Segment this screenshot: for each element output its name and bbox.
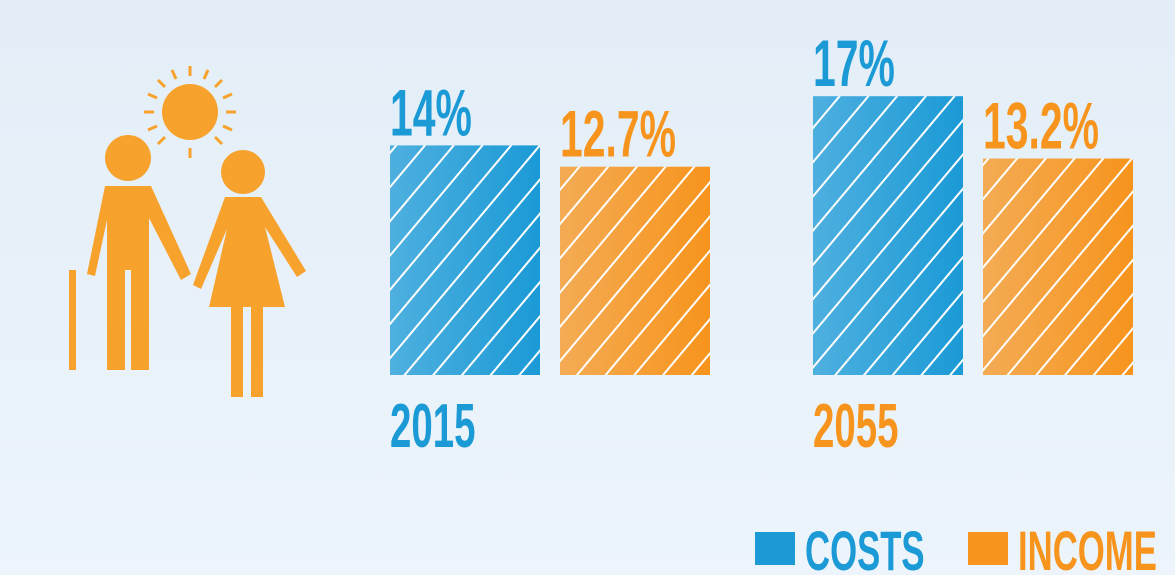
bar-hatch xyxy=(390,145,540,375)
legend-swatch xyxy=(755,532,795,565)
legend-label: INCOME xyxy=(1018,520,1157,575)
category-label: 2055 xyxy=(813,391,899,461)
value-label: 17% xyxy=(813,26,895,101)
value-label: 13.2% xyxy=(983,88,1099,163)
legend-swatch xyxy=(968,532,1008,565)
legend-label: COSTS xyxy=(805,520,925,575)
bar-hatch xyxy=(813,96,963,375)
bar-hatch xyxy=(560,167,710,375)
value-label: 12.7% xyxy=(560,97,676,172)
value-label: 14% xyxy=(390,75,472,150)
chart: 2015 14% 12.7% 2055 17% 13.2% COSTS INCOME xyxy=(0,0,1175,575)
category-label: 2015 xyxy=(390,391,476,461)
bar-hatch xyxy=(983,159,1133,375)
